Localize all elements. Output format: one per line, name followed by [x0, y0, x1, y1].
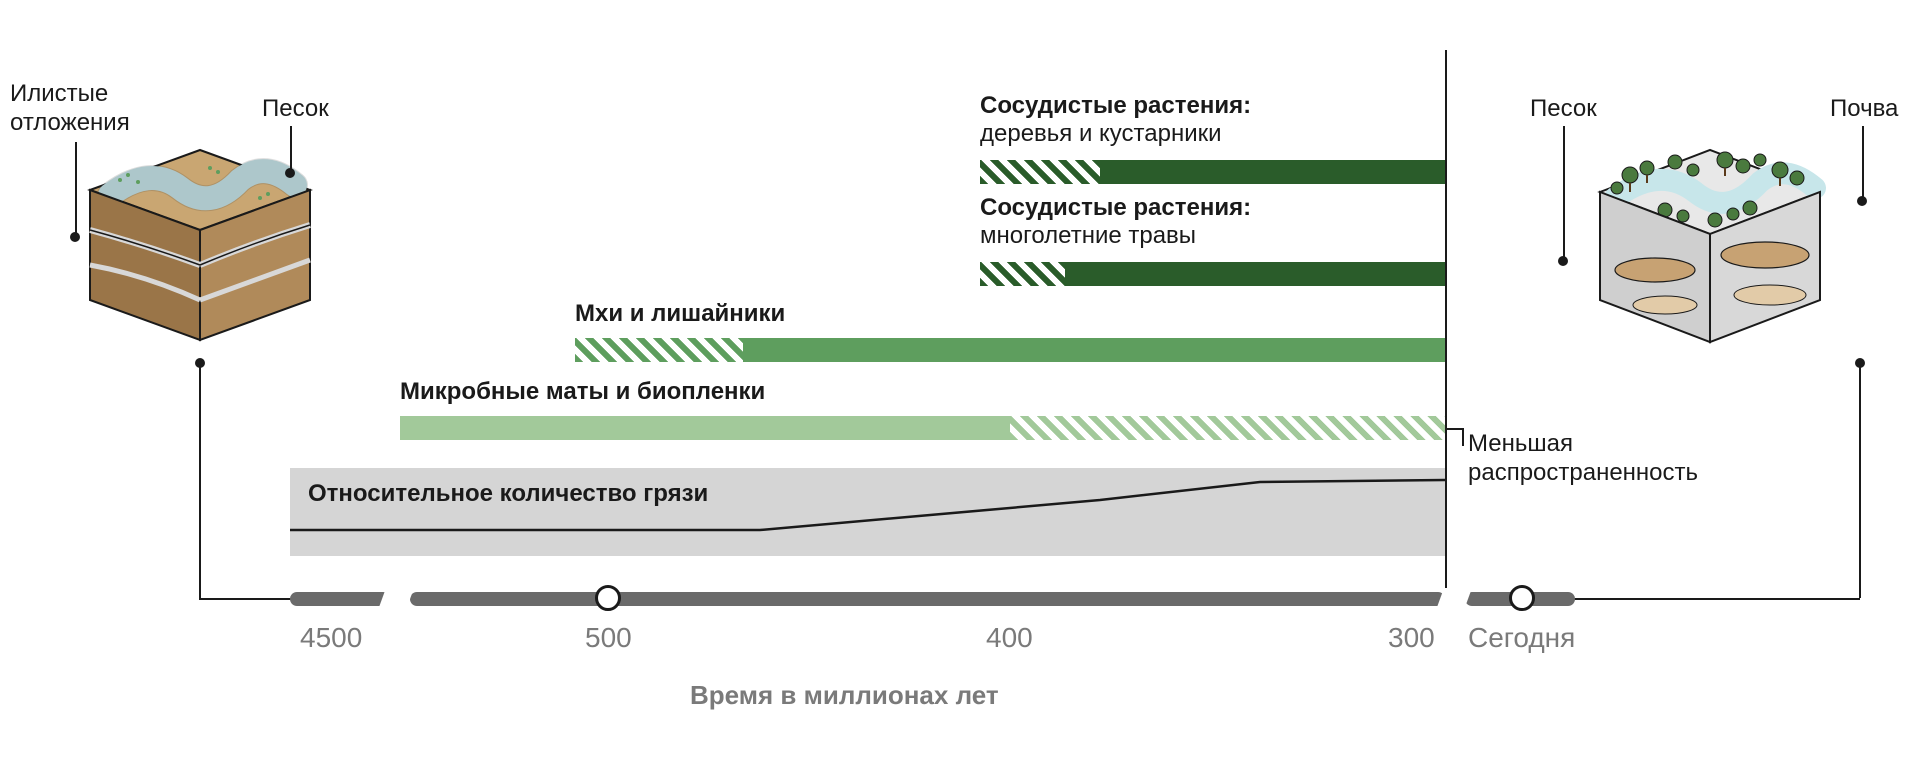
tick-400: 400: [986, 622, 1033, 654]
bar-mosses-solid: [743, 338, 1445, 362]
right-label-sand: Песок: [1530, 95, 1597, 124]
bar-label-microbial-bold: Микробные маты и биопленки: [400, 378, 765, 405]
bar-vascular-herbs-hatch: [980, 262, 1065, 286]
right-label-soil: Почва: [1830, 95, 1898, 124]
bar-vascular-trees-hatch: [980, 160, 1100, 184]
bar-label-vascular-trees-bold: Сосудистые растения:: [980, 92, 1251, 119]
bar-label-vascular-trees: Сосудистые растения: деревья и кустарник…: [980, 92, 1251, 147]
bar-microbial-solid: [400, 416, 1010, 440]
tick-300: 300: [1388, 622, 1435, 654]
left-label-sand-dot: [285, 168, 295, 178]
right-lbl-sand-dot: [1558, 256, 1568, 266]
tick-4500: 4500: [300, 622, 362, 654]
left-label-mud-line: [75, 142, 77, 234]
bar-label-vascular-herbs: Сосудистые растения: многолетние травы: [980, 194, 1251, 249]
left-cube-conn-v: [199, 366, 201, 598]
left-label-mud: Илистые отложения: [10, 80, 130, 138]
left-label-sand-line: [290, 126, 292, 170]
bar-label-mosses-bold: Мхи и лишайники: [575, 300, 785, 327]
bar-label-vascular-trees-rest: деревья и кустарники: [980, 120, 1222, 147]
left-label-mud-dot: [70, 232, 80, 242]
lesser-line-h: [1447, 428, 1463, 430]
bar-microbial-hatch: [1010, 416, 1445, 440]
lesser-line-v: [1462, 428, 1464, 446]
bar-vascular-trees-solid: [1100, 160, 1445, 184]
bar-label-vascular-herbs-bold: Сосудистые растения:: [980, 194, 1251, 221]
left-cube-conn-h: [199, 598, 300, 600]
tick-500: 500: [585, 622, 632, 654]
lesser-label: Меньшая распространенность: [1468, 430, 1698, 488]
mud-curve: [290, 468, 1445, 556]
bar-vascular-herbs-solid: [1065, 262, 1445, 286]
axis-seg-1: [290, 592, 390, 606]
axis-marker-today: [1509, 585, 1535, 611]
right-lbl-soil-line: [1862, 126, 1864, 198]
bar-label-mosses: Мхи и лишайники: [575, 300, 785, 328]
bar-mosses-hatch: [575, 338, 743, 362]
right-cube: [1555, 120, 1865, 360]
right-lbl-soil-dot: [1857, 196, 1867, 206]
right-cube-conn-h: [1572, 598, 1860, 600]
axis-title: Время в миллионах лет: [690, 680, 999, 711]
vline-300: [1445, 50, 1447, 598]
tick-today: Сегодня: [1468, 622, 1575, 654]
right-cube-conn-v: [1859, 366, 1861, 598]
bar-label-microbial: Микробные маты и биопленки: [400, 378, 765, 406]
left-label-sand: Песок: [262, 95, 329, 124]
infographic-root: Илистые отложения Песок: [0, 0, 1920, 768]
left-cube: [50, 120, 350, 360]
right-lbl-sand-line: [1563, 126, 1565, 258]
axis-marker-500: [595, 585, 621, 611]
axis-seg-2: [410, 592, 1445, 606]
right-cube-svg: [1555, 120, 1865, 360]
bar-label-vascular-herbs-rest: многолетние травы: [980, 222, 1196, 249]
left-cube-svg: [50, 120, 350, 360]
